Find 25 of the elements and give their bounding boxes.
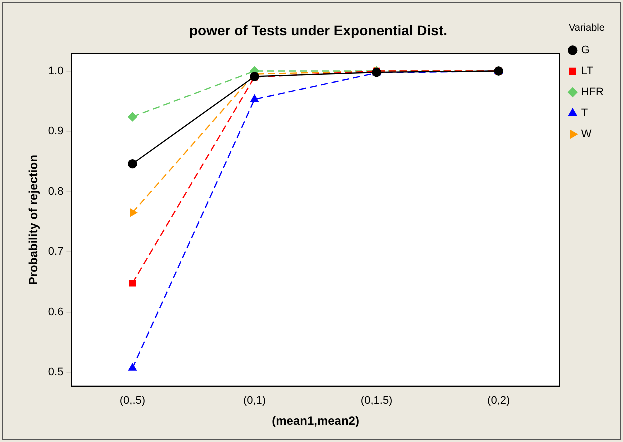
point: [128, 364, 137, 371]
point: [250, 94, 259, 102]
x-axis-title: (mean1,mean2): [272, 414, 360, 428]
x-tick-label: (0,.5): [120, 395, 146, 408]
y-tick-label: 0.9: [48, 126, 64, 138]
point: [129, 280, 136, 287]
legend-title: Variable: [568, 22, 606, 34]
point: [128, 159, 138, 169]
x-tick-label: (0,2): [488, 395, 510, 408]
legend-label: G: [581, 44, 590, 57]
y-tick-label: 0.6: [48, 306, 64, 318]
legend-label: LT: [581, 66, 594, 78]
y-tick-label: 1.0: [48, 65, 64, 78]
y-tick-label: 0.5: [48, 366, 64, 379]
legend-label: HFR: [581, 86, 604, 99]
y-tick-label: 0.7: [48, 246, 64, 258]
x-tick-label: (0,1.5): [360, 395, 393, 408]
chart-title: power of Tests under Exponential Dist.: [190, 22, 448, 38]
point: [128, 112, 138, 122]
legend-label: T: [581, 108, 588, 120]
point: [130, 208, 138, 217]
y-tick-label: 0.8: [48, 186, 64, 198]
x-tick-label: (0,1): [243, 395, 266, 408]
legend-label: W: [581, 128, 592, 141]
y-axis-title: Probability of rejection: [26, 155, 41, 286]
